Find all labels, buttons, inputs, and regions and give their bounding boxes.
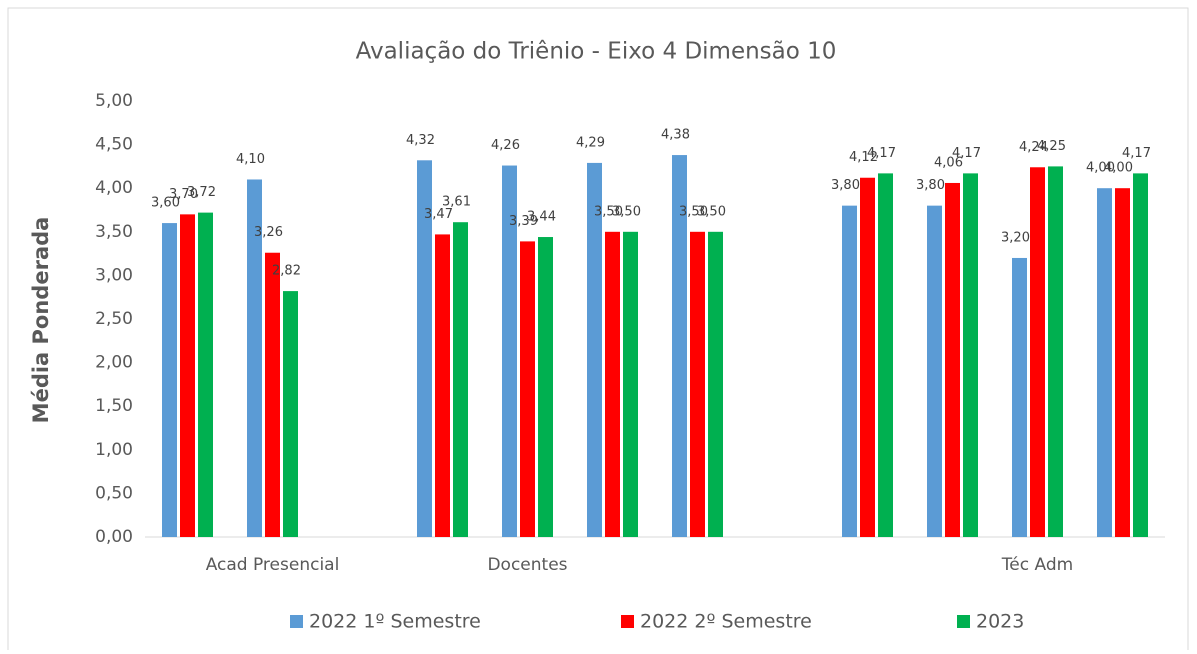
bar xyxy=(690,231,705,538)
y-tick-label: 1,00 xyxy=(95,440,133,460)
bar xyxy=(708,231,723,538)
y-tick-label: 2,50 xyxy=(95,309,133,329)
legend-swatch xyxy=(290,615,303,628)
bar xyxy=(842,205,857,537)
bar xyxy=(538,237,553,538)
bar xyxy=(1012,257,1027,537)
data-label: 4,10 xyxy=(236,152,265,167)
bar xyxy=(283,291,298,537)
data-label: 4,26 xyxy=(491,138,520,153)
bar xyxy=(860,177,875,537)
bar xyxy=(502,165,517,537)
bar xyxy=(162,223,177,537)
data-label: 3,39 xyxy=(509,214,538,229)
data-label: 4,29 xyxy=(576,135,605,150)
y-tick-label: 3,50 xyxy=(95,222,133,242)
data-label: 3,72 xyxy=(187,185,216,200)
bar xyxy=(963,173,978,537)
y-axis-label: Média Ponderada xyxy=(29,217,53,424)
data-label: 4,32 xyxy=(406,133,435,148)
bar xyxy=(1097,188,1112,537)
legend-swatch xyxy=(621,615,634,628)
bar xyxy=(605,231,620,538)
y-tick-label: 4,00 xyxy=(95,178,133,198)
data-label: 3,80 xyxy=(831,178,860,193)
data-label: 3,50 xyxy=(594,204,623,219)
data-label: 4,17 xyxy=(952,146,981,161)
bar xyxy=(180,214,195,538)
data-label: 4,06 xyxy=(934,155,963,170)
y-tick-label: 1,50 xyxy=(95,396,133,416)
data-label: 3,80 xyxy=(916,178,945,193)
data-label: 4,00 xyxy=(1086,161,1115,176)
x-tick-label: Acad Presencial xyxy=(206,555,340,575)
bar xyxy=(1115,188,1130,537)
data-label: 4,24 xyxy=(1019,140,1048,155)
legend-label: 2022 1º Semestre xyxy=(309,611,481,633)
data-label: 4,17 xyxy=(867,146,896,161)
data-label: 3,61 xyxy=(442,195,471,210)
data-label: 4,00 xyxy=(1104,161,1133,176)
bar xyxy=(878,173,893,537)
bar xyxy=(417,160,432,537)
data-label: 4,25 xyxy=(1037,139,1066,154)
y-tick-label: 3,00 xyxy=(95,265,133,285)
bar xyxy=(1133,173,1148,537)
bar xyxy=(623,231,638,538)
data-label: 3,70 xyxy=(169,187,198,202)
data-label: 3,20 xyxy=(1001,230,1030,245)
data-label: 4,12 xyxy=(849,150,878,165)
x-tick-label: Docentes xyxy=(487,555,567,575)
bar xyxy=(587,162,602,538)
data-label: 3,50 xyxy=(679,204,708,219)
bar xyxy=(453,222,468,537)
chart-title: Avaliação do Triênio - Eixo 4 Dimensão 1… xyxy=(356,39,837,65)
legend-label: 2022 2º Semestre xyxy=(640,611,812,633)
bar xyxy=(672,155,687,537)
y-tick-label: 0,00 xyxy=(95,527,133,547)
data-label: 3,47 xyxy=(424,207,453,222)
y-tick-label: 5,00 xyxy=(95,91,133,111)
data-label: 3,50 xyxy=(612,204,641,219)
bar xyxy=(265,252,280,537)
bar xyxy=(1048,166,1063,537)
bar xyxy=(198,212,213,537)
data-label: 3,60 xyxy=(151,196,180,211)
data-label: 3,50 xyxy=(697,204,726,219)
bar xyxy=(247,179,262,538)
bar xyxy=(945,182,960,537)
data-label: 2,82 xyxy=(272,264,301,279)
data-label: 3,44 xyxy=(527,210,556,225)
bar xyxy=(520,241,535,537)
x-tick-label: Téc Adm xyxy=(1001,555,1073,575)
y-tick-label: 0,50 xyxy=(95,483,133,503)
data-label: 4,17 xyxy=(1122,146,1151,161)
legend-swatch xyxy=(957,615,970,628)
data-label: 4,38 xyxy=(661,128,690,143)
data-label: 3,26 xyxy=(254,225,283,240)
bar xyxy=(1030,167,1045,537)
bar xyxy=(435,234,450,537)
bar xyxy=(927,205,942,537)
y-tick-label: 4,50 xyxy=(95,135,133,155)
y-tick-label: 2,00 xyxy=(95,353,133,373)
legend-label: 2023 xyxy=(976,611,1024,633)
